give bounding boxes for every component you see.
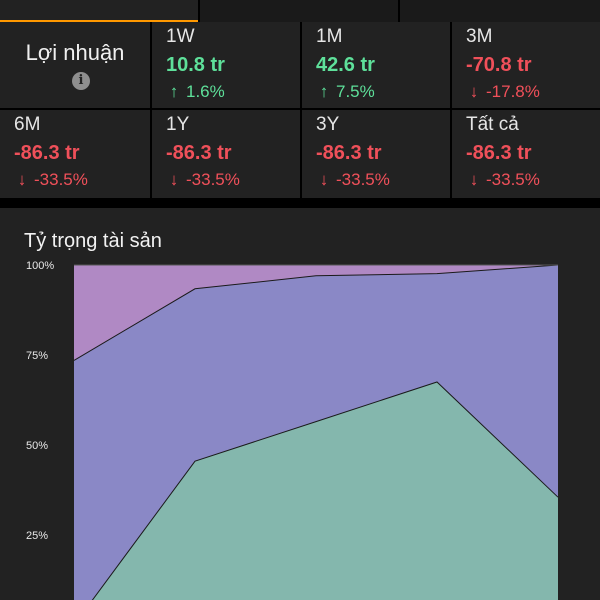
period-change: ↑ 1.6%: [166, 82, 225, 102]
asset-allocation-card: Tỷ trọng tài sản 100% 75% 50% 25%: [0, 208, 600, 600]
chart-title: Tỷ trọng tài sản: [24, 230, 162, 252]
arrow-down-icon: ↓: [169, 170, 179, 189]
period-change: ↓ -33.5%: [466, 170, 540, 190]
period-cell-all[interactable]: Tất cả -86.3 tr ↓ -33.5%: [452, 110, 600, 198]
y-tick-label: 25%: [26, 530, 48, 542]
period-change: ↓ -33.5%: [316, 170, 390, 190]
tab-divider: [398, 0, 400, 22]
arrow-down-icon: ↓: [319, 170, 329, 189]
period-value: -70.8 tr: [466, 54, 532, 76]
period-label: 6M: [14, 114, 41, 135]
period-value: -86.3 tr: [466, 142, 532, 164]
arrow-down-icon: ↓: [469, 170, 479, 189]
area-series-1[interactable]: [74, 265, 558, 600]
tab-divider: [198, 0, 200, 22]
period-change: ↓ -33.5%: [14, 170, 88, 190]
change-percent: -33.5%: [486, 170, 540, 189]
area-series-0[interactable]: [74, 382, 558, 600]
top-tab-bar: [0, 0, 600, 22]
period-cell-1y[interactable]: 1Y -86.3 tr ↓ -33.5%: [152, 110, 300, 198]
tab-profit[interactable]: [0, 0, 198, 22]
profit-metrics-grid: Lợi nhuận i 1W 10.8 tr ↑ 1.6% 1M 42.6 tr …: [0, 22, 600, 200]
change-percent: 7.5%: [336, 82, 375, 101]
change-percent: -33.5%: [186, 170, 240, 189]
arrow-down-icon: ↓: [469, 82, 479, 101]
change-percent: 1.6%: [186, 82, 225, 101]
change-percent: -33.5%: [336, 170, 390, 189]
series-line-0: [91, 381, 559, 600]
series-line-1: [73, 264, 559, 361]
arrow-up-icon: ↑: [319, 82, 329, 101]
period-label: 1Y: [166, 114, 190, 135]
period-change: ↓ -17.8%: [466, 82, 540, 102]
change-percent: -33.5%: [34, 170, 88, 189]
y-tick-label: 75%: [26, 350, 48, 362]
period-value: 42.6 tr: [316, 54, 375, 76]
period-label: 1M: [316, 26, 343, 47]
period-label: 1W: [166, 26, 195, 47]
y-tick-label: 50%: [26, 440, 48, 452]
info-icon[interactable]: i: [72, 72, 90, 90]
period-change: ↓ -33.5%: [166, 170, 240, 190]
period-cell-3m[interactable]: 3M -70.8 tr ↓ -17.8%: [452, 22, 600, 108]
profit-title-cell: Lợi nhuận i: [0, 22, 150, 108]
period-cell-6m[interactable]: 6M -86.3 tr ↓ -33.5%: [0, 110, 150, 198]
arrow-up-icon: ↑: [169, 82, 179, 101]
y-tick-label: 100%: [26, 260, 54, 272]
period-value: -86.3 tr: [14, 142, 80, 164]
period-cell-1w[interactable]: 1W 10.8 tr ↑ 1.6%: [152, 22, 300, 108]
period-cell-3y[interactable]: 3Y -86.3 tr ↓ -33.5%: [302, 110, 450, 198]
period-value: -86.3 tr: [166, 142, 232, 164]
arrow-down-icon: ↓: [17, 170, 27, 189]
asset-allocation-chart[interactable]: 100% 75% 50% 25%: [0, 208, 600, 600]
tab-2[interactable]: [200, 0, 398, 22]
period-value: 10.8 tr: [166, 54, 225, 76]
period-label: 3Y: [316, 114, 340, 135]
tab-3[interactable]: [400, 0, 600, 22]
period-label: 3M: [466, 26, 493, 47]
period-value: -86.3 tr: [316, 142, 382, 164]
profit-title: Lợi nhuận: [25, 40, 125, 65]
period-label: Tất cả: [466, 114, 519, 135]
change-percent: -17.8%: [486, 82, 540, 101]
tab-active-indicator: [0, 20, 198, 22]
period-change: ↑ 7.5%: [316, 82, 375, 102]
period-cell-1m[interactable]: 1M 42.6 tr ↑ 7.5%: [302, 22, 450, 108]
area-series-2[interactable]: [74, 265, 558, 361]
